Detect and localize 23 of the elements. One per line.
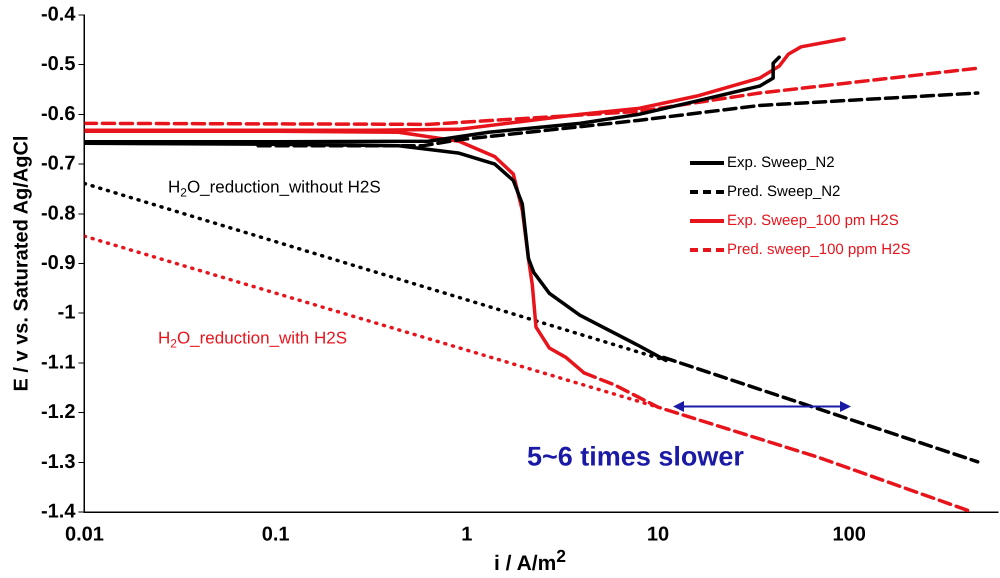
y-tick-label: -0.8 xyxy=(40,202,76,224)
y-tick-label: -1.3 xyxy=(40,450,76,473)
legend-label: Exp. Sweep_100 pm H2S xyxy=(727,212,899,229)
y-tick-label: -1.2 xyxy=(40,401,76,424)
y-axis-title: E / v vs. Saturated Ag/AgCl xyxy=(10,136,33,392)
y-tick-label: -0.9 xyxy=(40,252,76,274)
x-tick-label: 1 xyxy=(461,524,472,546)
legend-label: Pred. Sweep_N2 xyxy=(727,183,840,200)
annotation: 5~6 times slower xyxy=(527,441,744,472)
y-tick-label: -1 xyxy=(58,302,76,324)
x-tick-label: 0.1 xyxy=(262,524,290,546)
y-tick-label: -1.1 xyxy=(40,351,76,374)
x-tick-label: 100 xyxy=(832,524,866,546)
y-tick-label: -1.4 xyxy=(40,500,76,523)
legend-label: Exp. Sweep_N2 xyxy=(727,154,835,171)
y-tick-label: -0.7 xyxy=(40,152,76,175)
y-tick-label: -0.5 xyxy=(40,53,76,76)
x-tick-label: 0.01 xyxy=(64,524,104,546)
x-axis-title: i / A/m$^{2}$ xyxy=(493,546,567,576)
x-tick-label: 10 xyxy=(646,524,670,546)
y-tick-label: -0.4 xyxy=(40,4,76,26)
y-tick-label: -0.6 xyxy=(40,102,76,125)
legend-label: Pred. sweep_100 ppm H2S xyxy=(727,241,910,258)
